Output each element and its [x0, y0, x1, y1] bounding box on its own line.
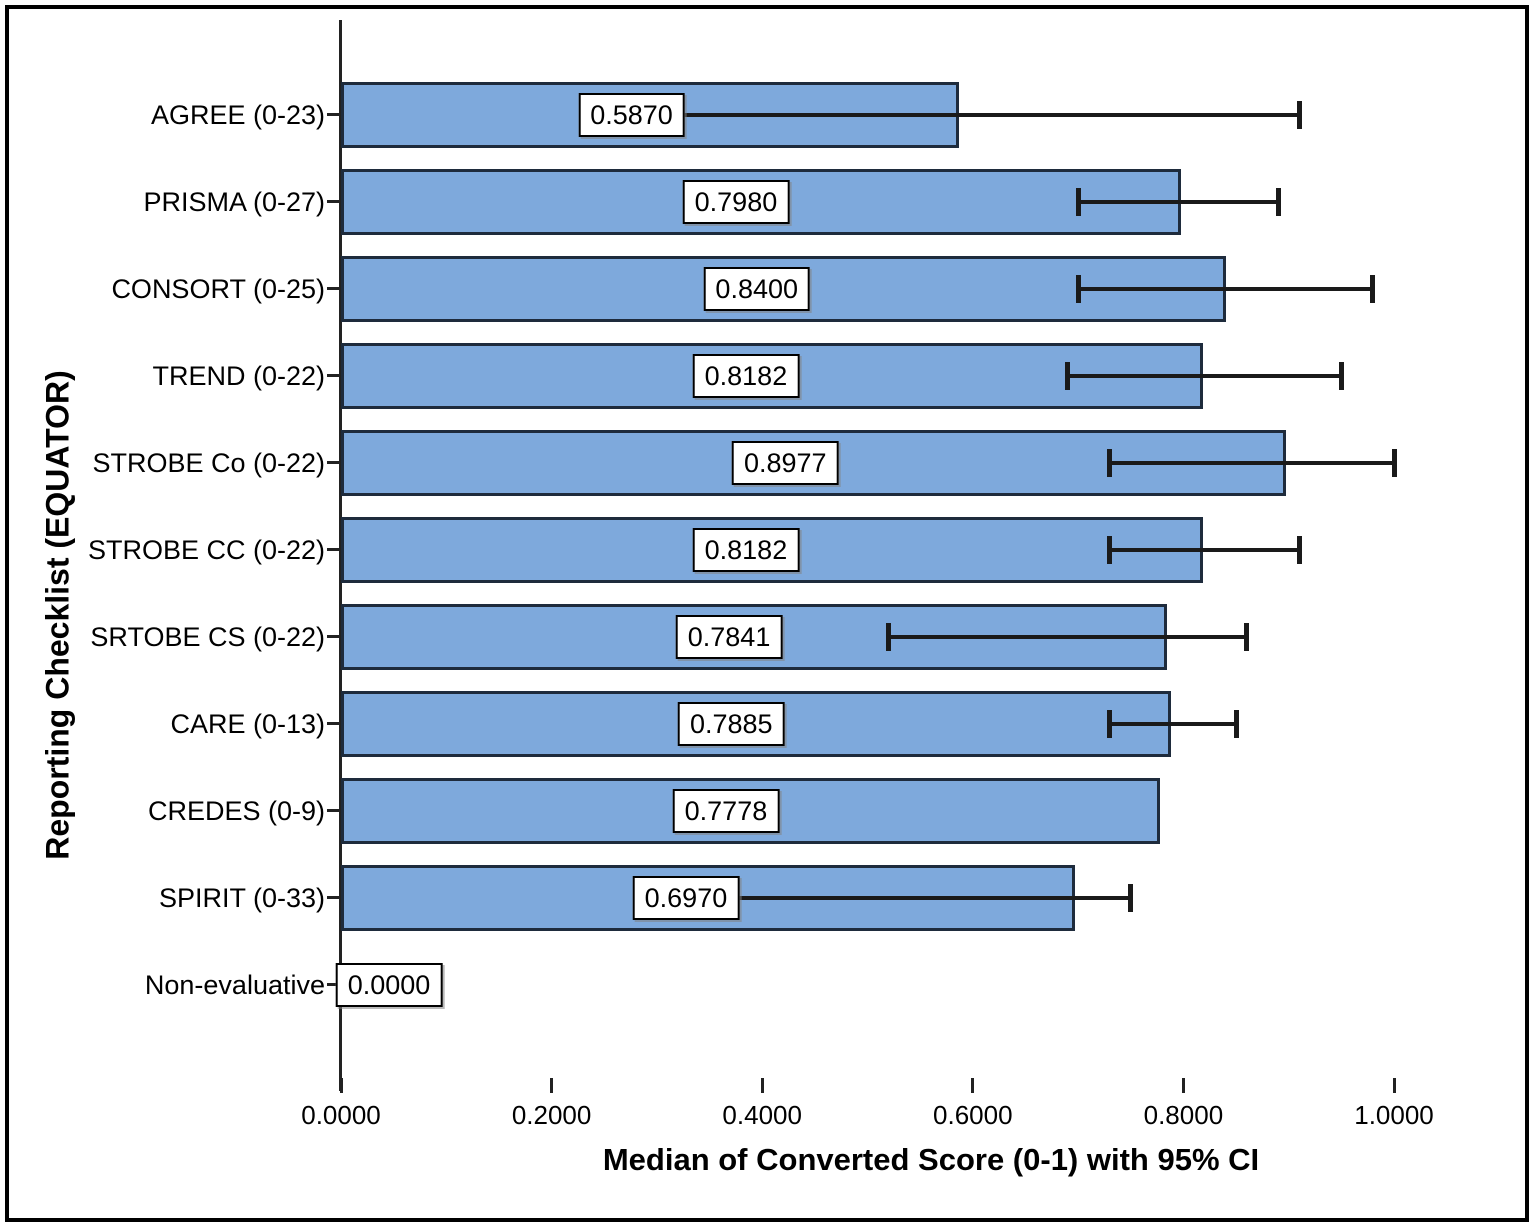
x-tick — [339, 1078, 343, 1093]
category-label: PRISMA (0-27) — [143, 186, 325, 217]
chart-row: SRTOBE CS (0-22) 0.7841 — [90, 593, 1526, 680]
category-label: Non-evaluative — [144, 969, 325, 1000]
x-axis-title: Median of Converted Score (0-1) with 95%… — [602, 1142, 1260, 1177]
error-bar-line — [1109, 460, 1394, 465]
value-label: 0.7885 — [677, 701, 785, 746]
category-tick — [327, 983, 341, 986]
y-axis-line — [339, 20, 342, 1091]
category-label: TREND (0-22) — [152, 360, 325, 391]
error-bar-cap-high — [1296, 100, 1302, 129]
error-bar-cap-high — [1128, 883, 1134, 912]
x-tick — [1181, 1078, 1185, 1093]
error-bar-cap-high — [1275, 187, 1281, 216]
value-label: 0.8977 — [731, 440, 839, 485]
category-label: CREDES (0-9) — [147, 795, 325, 826]
value-label: 0.7778 — [672, 788, 780, 833]
error-bar-cap-high — [1296, 535, 1302, 564]
x-tick-label: 1.0000 — [1354, 1100, 1434, 1130]
chart-row: STROBE CC (0-22) 0.8182 — [88, 506, 1526, 593]
error-bar-cap-high — [1338, 361, 1344, 390]
error-bar-cap-high — [1391, 448, 1397, 477]
error-bar-line — [730, 895, 1131, 900]
error-bar-line — [888, 634, 1247, 639]
value-label: 0.8400 — [703, 266, 811, 311]
error-bar-cap-low — [1075, 274, 1081, 303]
x-tick — [971, 1078, 975, 1093]
category-label: CONSORT (0-25) — [111, 273, 325, 304]
error-bar-line — [1109, 547, 1300, 552]
chart-row: TREND (0-22) 0.8182 — [152, 332, 1526, 419]
category-tick — [327, 635, 341, 638]
category-tick — [327, 461, 341, 464]
category-label: SRTOBE CS (0-22) — [90, 621, 325, 652]
error-bar-cap-low — [1107, 709, 1113, 738]
error-bar-line — [1078, 199, 1279, 204]
chart-row: SPIRIT (0-33) 0.6970 — [159, 854, 1526, 941]
category-tick — [327, 809, 341, 812]
category-tick — [327, 287, 341, 290]
category-tick — [327, 896, 341, 899]
error-bar-cap-low — [1065, 361, 1071, 390]
value-label: 0.8182 — [692, 353, 800, 398]
error-bar-cap-high — [1370, 274, 1376, 303]
y-axis-title: Reporting Checklist (EQUATOR) — [39, 370, 76, 860]
chart-row: CREDES (0-9) 0.7778 — [148, 767, 1526, 854]
chart-row: CONSORT (0-25) 0.8400 — [111, 245, 1526, 332]
bar — [341, 168, 1182, 235]
category-label: STROBE Co (0-22) — [92, 447, 325, 478]
x-tick-label: 0.6000 — [933, 1100, 1013, 1130]
x-tick-label: 0.4000 — [722, 1100, 802, 1130]
error-bar-cap-high — [1233, 709, 1239, 738]
error-bar-line — [1078, 286, 1373, 291]
category-label: CARE (0-13) — [170, 708, 325, 739]
category-tick — [327, 722, 341, 725]
chart-row: PRISMA (0-27) 0.7980 — [143, 158, 1526, 245]
plot-area: AGREE (0-23) 0.5870 PRISMA (0-27) 0.7980 CON… — [88, 20, 1526, 1220]
category-label: STROBE CC (0-22) — [87, 534, 325, 565]
value-label: 0.0000 — [335, 962, 443, 1007]
category-tick — [327, 374, 341, 377]
category-label: AGREE (0-23) — [150, 99, 325, 130]
error-bar-cap-low — [1107, 535, 1113, 564]
value-label: 0.7980 — [682, 179, 790, 224]
value-label: 0.7841 — [675, 614, 783, 659]
chart-row: Non-evaluative 0.0000 — [145, 941, 1526, 1028]
value-label: 0.8182 — [692, 527, 800, 572]
x-tick — [1392, 1078, 1396, 1093]
value-label: 0.6970 — [632, 875, 740, 920]
x-tick — [550, 1078, 554, 1093]
error-bar-cap-low — [1107, 448, 1113, 477]
category-tick — [327, 113, 341, 116]
x-tick-label: 0.8000 — [1143, 1100, 1224, 1130]
value-label: 0.5870 — [578, 92, 685, 137]
chart-row: CARE (0-13) 0.7885 — [170, 680, 1526, 767]
x-tick-label: 0.2000 — [511, 1100, 592, 1130]
category-tick — [327, 548, 341, 551]
error-bar-line — [656, 112, 1300, 117]
error-bar-cap-low — [1075, 187, 1081, 216]
error-bar-line — [1109, 721, 1237, 726]
category-tick — [327, 200, 341, 203]
error-bar-cap-high — [1244, 622, 1250, 651]
x-tick-label: 0.0000 — [301, 1100, 381, 1130]
chart-row: STROBE Co (0-22) 0.8977 — [92, 419, 1526, 506]
x-tick — [760, 1078, 764, 1093]
chart-row: AGREE (0-23) 0.5870 — [151, 71, 1526, 158]
error-bar-line — [1067, 373, 1342, 378]
error-bar-cap-low — [886, 622, 892, 651]
category-label: SPIRIT (0-33) — [158, 882, 325, 913]
